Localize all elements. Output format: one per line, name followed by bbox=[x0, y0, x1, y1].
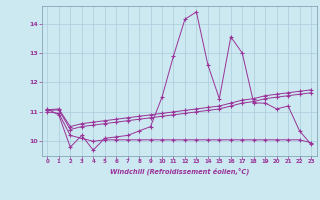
X-axis label: Windchill (Refroidissement éolien,°C): Windchill (Refroidissement éolien,°C) bbox=[109, 167, 249, 175]
